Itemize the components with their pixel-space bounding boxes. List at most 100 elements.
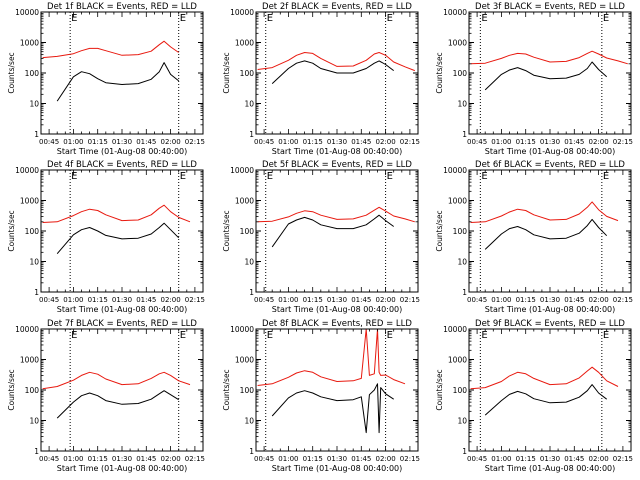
y-axis-label: Counts/sec: [435, 210, 444, 251]
y-tick-label: 10: [29, 417, 39, 426]
y-tick-label: 10: [29, 258, 39, 267]
y-tick-label: 1000: [235, 356, 254, 365]
x-tick-label: 02:00: [376, 455, 396, 463]
x-tick-label: 01:00: [278, 296, 298, 304]
y-tick-label: 1: [249, 288, 254, 297]
y-tick-label: 10: [457, 417, 467, 426]
events-series-line: [484, 218, 608, 250]
time-marker-label: E: [387, 171, 393, 182]
x-tick-label: 00:45: [254, 455, 274, 463]
y-tick-label: 10000: [443, 166, 467, 175]
plot-frame: [468, 328, 632, 452]
y-tick-label: 100: [453, 69, 468, 78]
y-tick-label: 10000: [443, 8, 467, 17]
events-series-line: [271, 214, 394, 248]
x-tick-label: 01:45: [564, 138, 584, 146]
x-tick-label: 02:00: [589, 138, 609, 146]
events-series-line: [56, 62, 180, 102]
x-tick-label: 02:15: [400, 138, 420, 146]
panel-title: Det 9f BLACK = Events, RED = LLD: [475, 319, 625, 329]
y-tick-label: 10000: [230, 166, 254, 175]
x-tick-label: 01:15: [88, 296, 108, 304]
lld-series-line: [257, 328, 406, 386]
x-axis-label: Start Time (01-Aug-08 00:40:00): [57, 464, 188, 473]
lld-series-line: [42, 204, 191, 223]
y-tick-label: 100: [25, 69, 40, 78]
lld-series-line: [470, 366, 619, 390]
detector-panel: Det 2f BLACK = Events, RED = LLD Counts/s…: [222, 2, 420, 156]
x-tick-label: 02:15: [185, 296, 205, 304]
y-tick-label: 100: [240, 386, 255, 395]
plot-frame: [255, 328, 419, 452]
x-tick-label: 01:45: [564, 455, 584, 463]
y-tick-label: 1: [249, 130, 254, 139]
x-axis-label: Start Time (01-Aug-08 00:40:00): [485, 147, 616, 156]
x-tick-label: 02:15: [400, 296, 420, 304]
x-tick-label: 01:30: [327, 455, 347, 463]
x-tick-label: 00:45: [39, 455, 59, 463]
y-tick-label: 10000: [230, 325, 254, 334]
y-tick-label: 100: [240, 227, 255, 236]
x-tick-label: 02:00: [376, 138, 396, 146]
time-marker-label: E: [481, 330, 487, 341]
lld-series-line: [42, 371, 191, 390]
lld-series-line: [257, 206, 415, 223]
lld-series-line: [470, 201, 619, 223]
lld-series-line: [42, 40, 179, 59]
time-marker-label: E: [603, 171, 609, 182]
x-tick-label: 01:45: [351, 138, 371, 146]
x-tick-label: 01:30: [112, 138, 132, 146]
time-marker-label: E: [387, 330, 393, 341]
x-tick-label: 00:45: [254, 138, 274, 146]
y-tick-label: 1000: [20, 39, 39, 48]
y-axis-label: Counts/sec: [7, 369, 16, 410]
detector-panel: Det 7f BLACK = Events, RED = LLD Counts/s…: [7, 319, 205, 473]
y-axis-label: Counts/sec: [222, 369, 231, 410]
x-tick-label: 01:30: [540, 455, 560, 463]
x-axis-label: Start Time (01-Aug-08 00:40:00): [57, 147, 188, 156]
x-axis-label: Start Time (01-Aug-08 00:40:00): [57, 305, 188, 314]
x-tick-label: 01:30: [327, 138, 347, 146]
time-marker-label: E: [267, 13, 273, 24]
y-tick-label: 1: [34, 130, 39, 139]
y-tick-label: 100: [25, 386, 40, 395]
x-tick-label: 02:00: [161, 138, 181, 146]
panel-title: Det 7f BLACK = Events, RED = LLD: [47, 319, 197, 329]
x-tick-label: 02:00: [161, 455, 181, 463]
time-marker-label: E: [481, 171, 487, 182]
x-tick-label: 01:00: [278, 138, 298, 146]
y-tick-label: 10000: [15, 166, 39, 175]
x-tick-label: 01:15: [303, 455, 323, 463]
x-tick-label: 00:45: [467, 296, 487, 304]
y-axis-label: Counts/sec: [222, 52, 231, 93]
y-tick-label: 10: [244, 258, 254, 267]
y-tick-label: 100: [240, 69, 255, 78]
panel-title: Det 6f BLACK = Events, RED = LLD: [475, 160, 625, 170]
y-axis-label: Counts/sec: [435, 52, 444, 93]
y-tick-label: 1000: [448, 197, 467, 206]
events-series-line: [56, 222, 180, 255]
x-tick-label: 01:00: [63, 138, 83, 146]
y-tick-label: 1000: [20, 197, 39, 206]
y-tick-label: 1: [249, 447, 254, 456]
x-tick-label: 01:30: [112, 296, 132, 304]
x-tick-label: 02:00: [589, 455, 609, 463]
x-tick-label: 01:15: [516, 296, 536, 304]
y-tick-label: 100: [453, 386, 468, 395]
panel-title: Det 1f BLACK = Events, RED = LLD: [47, 2, 197, 12]
detector-panel: Det 4f BLACK = Events, RED = LLD Counts/s…: [7, 160, 205, 314]
y-tick-label: 10000: [15, 8, 39, 17]
x-tick-label: 01:45: [136, 138, 156, 146]
plot-frame: [468, 169, 632, 293]
x-tick-label: 01:30: [540, 138, 560, 146]
y-tick-label: 10: [244, 417, 254, 426]
x-tick-label: 01:30: [540, 296, 560, 304]
x-tick-label: 01:45: [351, 296, 371, 304]
events-series-line: [56, 390, 179, 419]
y-tick-label: 1: [462, 130, 467, 139]
time-marker-label: E: [71, 13, 77, 24]
x-tick-label: 01:15: [88, 138, 108, 146]
x-tick-label: 01:00: [278, 455, 298, 463]
x-tick-label: 02:15: [400, 455, 420, 463]
